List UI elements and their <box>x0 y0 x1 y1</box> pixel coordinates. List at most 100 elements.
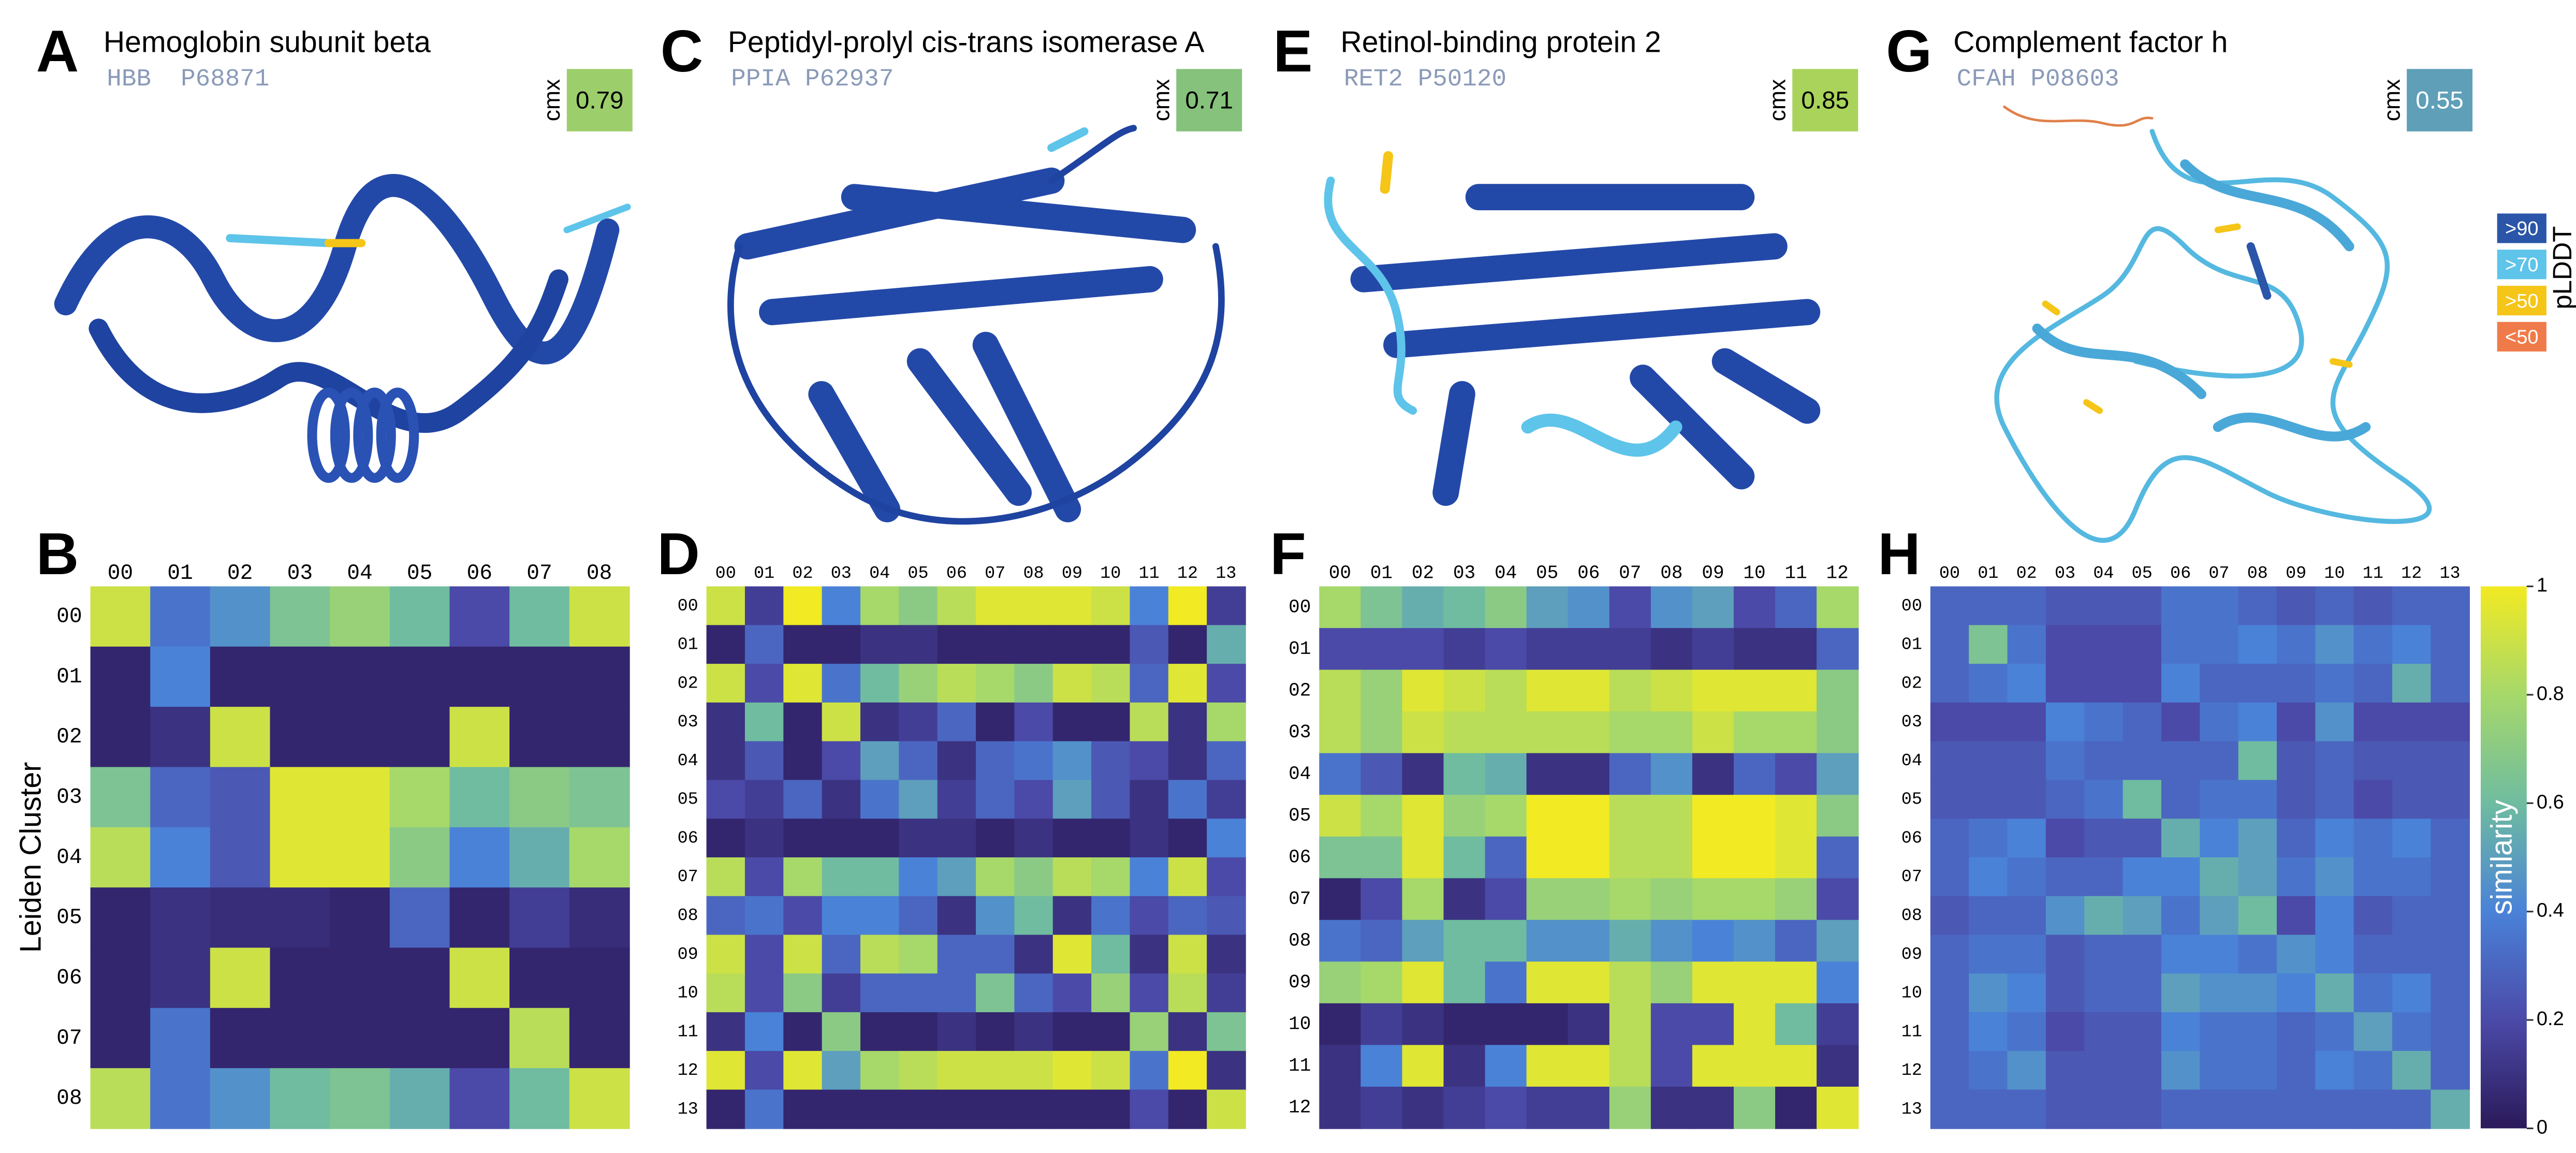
heatmap-cell <box>330 586 391 648</box>
heatmap-cell <box>2392 702 2432 742</box>
heatmap-cell <box>1402 1086 1444 1129</box>
heatmap-cell <box>1485 878 1527 921</box>
x-tick-label: 03 <box>1453 563 1475 584</box>
heatmap-cell <box>2353 586 2393 626</box>
heatmap-cell <box>150 1008 211 1069</box>
y-tick-label: 09 <box>678 945 698 965</box>
y-tick-label: 05 <box>678 790 698 810</box>
heatmap-cell <box>90 887 151 948</box>
heatmap-cell <box>509 707 570 768</box>
heatmap-cell <box>1402 628 1444 670</box>
heatmap-cell <box>937 702 977 742</box>
x-tick-label: 01 <box>1978 564 1998 583</box>
y-tick-label: 03 <box>1289 722 1311 743</box>
heatmap-cell <box>2084 586 2124 626</box>
heatmap-cell <box>2315 1050 2354 1090</box>
heatmap-cell <box>2045 1050 2085 1090</box>
heatmap-cell <box>2161 973 2201 1013</box>
heatmap-cell <box>1443 961 1486 1004</box>
heatmap-cell <box>2392 896 2432 936</box>
heatmap-cell <box>90 1008 151 1069</box>
gene: RET2 <box>1344 65 1403 93</box>
heatmap-cell <box>860 935 900 974</box>
heatmap-cell <box>2238 586 2278 626</box>
heatmap-cell <box>1609 1045 1652 1088</box>
heatmap-cell <box>899 1089 938 1129</box>
heatmap-cell <box>976 741 1015 781</box>
heatmap-cell <box>783 1050 823 1090</box>
x-tick-label: 02 <box>792 564 813 583</box>
x-tick-label: 11 <box>1784 563 1807 584</box>
heatmap-cell <box>2238 1050 2278 1090</box>
heatmap-cell <box>1775 1086 1818 1129</box>
heatmap-cell <box>899 702 938 742</box>
heatmap-cell <box>1930 819 1970 858</box>
heatmap-cell <box>1526 795 1569 837</box>
heatmap-cell <box>822 935 861 974</box>
heatmap-cell <box>1091 973 1131 1013</box>
heatmap-cell <box>2007 1012 2047 1052</box>
heatmap-cell <box>2200 896 2239 936</box>
x-tick-label: 12 <box>1826 563 1849 584</box>
heatmap-cell <box>976 664 1015 704</box>
heatmap-cell <box>90 767 151 828</box>
heatmap-cell <box>1319 920 1362 962</box>
heatmap-cell <box>1207 819 1246 858</box>
y-tick-label: 12 <box>1289 1097 1311 1118</box>
heatmap-cell <box>1568 1045 1611 1088</box>
x-tick-label: 07 <box>2208 564 2229 583</box>
heatmap-cell <box>1319 1003 1362 1046</box>
heatmap-cell <box>1817 669 1859 712</box>
heatmap-cell <box>1130 935 1169 974</box>
heatmap-cell <box>2431 896 2470 936</box>
heatmap-cell <box>1091 625 1131 665</box>
cmx-value: 0.79 <box>576 86 624 114</box>
panel-letter: E <box>1273 19 1312 84</box>
heatmap-cell <box>1969 1089 2008 1129</box>
heatmap-cell <box>1443 1003 1486 1046</box>
y-tick-label: 12 <box>678 1061 698 1081</box>
heatmap-cell <box>1402 1045 1444 1088</box>
heatmap-cell <box>2161 780 2201 820</box>
heatmap-cell <box>1485 753 1527 796</box>
heatmap-cell <box>2238 702 2278 742</box>
heatmap-cell <box>2161 819 2201 858</box>
heatmap-cell <box>1817 1003 1859 1046</box>
heatmap-cell <box>1930 780 1970 820</box>
heatmap-cell <box>706 702 746 742</box>
y-tick-label: 11 <box>1289 1055 1311 1076</box>
heatmap-cell <box>744 973 784 1013</box>
heatmap-cell <box>1130 625 1169 665</box>
x-tick-label: 06 <box>467 562 493 586</box>
heatmap-cell <box>2315 819 2354 858</box>
heatmap-cell <box>1130 664 1169 704</box>
heatmap-cell <box>1775 961 1818 1004</box>
heatmap-cell <box>744 857 784 897</box>
heatmap-cell <box>1207 586 1246 626</box>
heatmap-cell <box>330 767 391 828</box>
heatmap-cell <box>976 857 1015 897</box>
heatmap-cell <box>706 741 746 781</box>
cmx-box <box>1792 69 1858 132</box>
heatmap-cell <box>2238 973 2278 1013</box>
heatmap-cell <box>2353 664 2393 704</box>
heatmap-cell <box>1402 753 1444 796</box>
heatmap-cell <box>2161 935 2201 974</box>
heatmap-cell <box>389 887 450 948</box>
heatmap-cell <box>2238 896 2278 936</box>
heatmap-cell <box>2084 1089 2124 1129</box>
y-tick-label: 04 <box>678 751 698 771</box>
heatmap-cell <box>1526 628 1569 670</box>
x-tick-label: 03 <box>287 562 313 586</box>
heatmap-cell <box>2315 625 2354 665</box>
heatmap-cell <box>860 1050 900 1090</box>
heatmap-cell <box>976 625 1015 665</box>
heatmap-cell <box>1568 586 1611 629</box>
heatmap-cell <box>1014 973 1054 1013</box>
heatmap-cell <box>1360 1045 1403 1088</box>
panels: A Hemoglobin subunit beta HBB P68871 0.79 cmx… <box>14 19 2576 1138</box>
heatmap-cell <box>569 1008 630 1069</box>
heatmap-cell <box>1485 1003 1527 1046</box>
heatmap-cell <box>1443 753 1486 796</box>
heatmap-cell <box>389 1068 450 1129</box>
